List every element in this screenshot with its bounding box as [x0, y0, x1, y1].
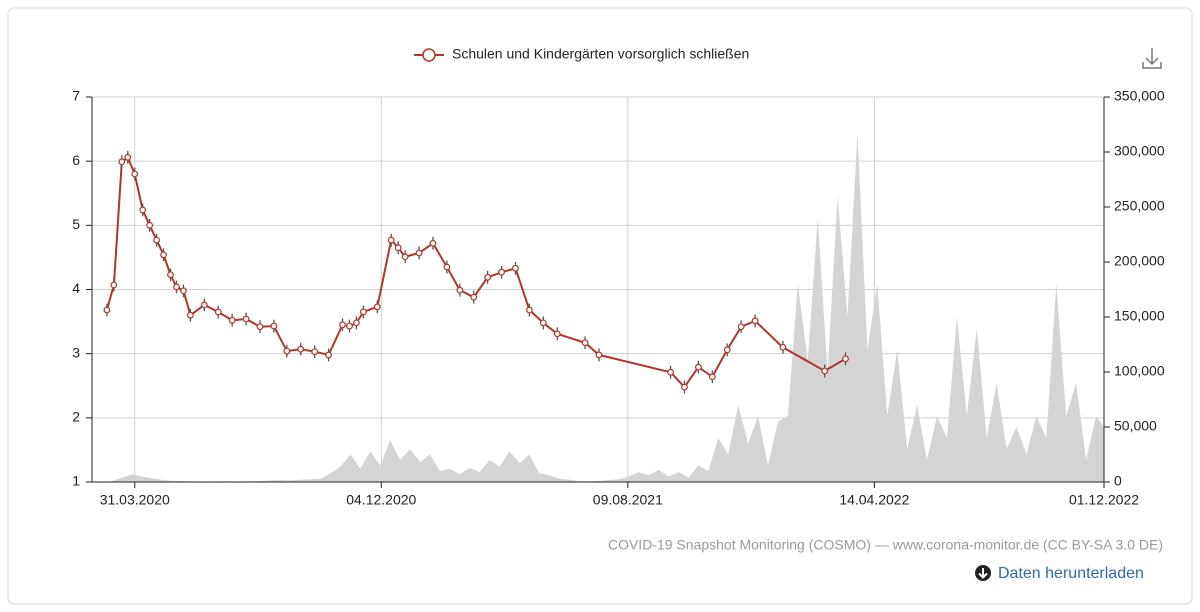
x-tick-label: 14.04.2022 — [839, 492, 909, 508]
y-tick-label: 4 — [72, 280, 80, 296]
y2-tick-label: 50,000 — [1114, 418, 1157, 434]
y-tick-label: 2 — [72, 409, 80, 425]
x-tick-label: 04.12.2020 — [346, 492, 416, 508]
point — [200, 301, 208, 309]
legend-marker — [422, 48, 436, 62]
point — [553, 330, 561, 338]
legend-label: Schulen und Kindergärten vorsorglich sch… — [452, 46, 749, 62]
y-tick-label: 5 — [72, 216, 80, 232]
point — [167, 271, 174, 279]
point — [512, 264, 519, 272]
point — [695, 363, 702, 371]
point — [283, 347, 291, 355]
point — [470, 293, 478, 301]
legend: Schulen und Kindergärten vorsorglich sch… — [414, 46, 749, 62]
source: COVID-19 Snapshot Monitoring (COSMO) — w… — [608, 537, 1163, 553]
y-tick-label: 1 — [72, 473, 80, 489]
point — [373, 303, 381, 311]
point — [401, 253, 409, 261]
download-link-label[interactable]: Daten herunterladen — [998, 565, 1144, 582]
point — [180, 287, 187, 295]
point — [242, 315, 250, 323]
point — [311, 348, 319, 356]
x-tick-label: 31.03.2020 — [100, 492, 170, 508]
point — [146, 221, 154, 229]
point — [681, 383, 688, 391]
point — [270, 322, 278, 330]
x-tick-label: 09.08.2021 — [593, 492, 663, 508]
point — [394, 244, 402, 252]
y2-tick-label: 300,000 — [1114, 143, 1165, 159]
point — [124, 153, 132, 161]
x-tick-label: 01.12.2022 — [1069, 492, 1139, 508]
point — [131, 170, 139, 178]
point — [256, 323, 264, 331]
point — [595, 351, 603, 359]
point — [187, 311, 194, 319]
point — [708, 373, 716, 381]
line — [105, 155, 847, 389]
point — [737, 323, 745, 331]
y-tick-label: 3 — [72, 344, 80, 360]
point — [443, 263, 451, 271]
point — [325, 351, 332, 359]
y-tick-label: 7 — [72, 88, 80, 104]
y2-tick-label: 0 — [1114, 473, 1122, 489]
point — [751, 317, 759, 325]
point — [842, 355, 849, 363]
point — [526, 306, 533, 314]
y2-tick-label: 250,000 — [1114, 198, 1165, 214]
point — [387, 236, 395, 244]
y2-tick-label: 200,000 — [1114, 253, 1165, 269]
y2-tick-label: 100,000 — [1114, 363, 1165, 379]
y2-tick-label: 350,000 — [1114, 88, 1165, 104]
point — [153, 236, 161, 244]
point — [339, 321, 346, 329]
area — [92, 132, 1104, 482]
point — [214, 308, 222, 316]
point — [667, 368, 674, 376]
y2-tick-label: 150,000 — [1114, 308, 1165, 324]
point — [103, 306, 111, 314]
point — [723, 346, 731, 354]
point — [353, 319, 360, 327]
point — [456, 286, 464, 294]
point — [297, 345, 305, 353]
download-link-arrow — [978, 568, 988, 579]
point — [415, 249, 423, 257]
point — [118, 158, 126, 166]
point — [539, 319, 547, 327]
point — [346, 322, 353, 330]
point — [228, 316, 236, 324]
point — [173, 283, 180, 291]
point — [110, 281, 118, 289]
point — [139, 206, 147, 214]
point — [359, 308, 367, 316]
point — [581, 339, 589, 347]
y-tick-label: 6 — [72, 152, 80, 168]
download-icon[interactable] — [1142, 48, 1162, 69]
point — [429, 239, 437, 247]
point — [484, 273, 492, 281]
download-link[interactable]: Daten herunterladen — [975, 565, 1144, 582]
plot-area: 1 2 3 4 5 6 7 31.03.2020 04.12.2020 09.08.2021 14.… — [72, 88, 1165, 508]
point — [821, 367, 829, 375]
point — [160, 251, 167, 259]
point — [498, 268, 505, 276]
point — [779, 343, 787, 351]
